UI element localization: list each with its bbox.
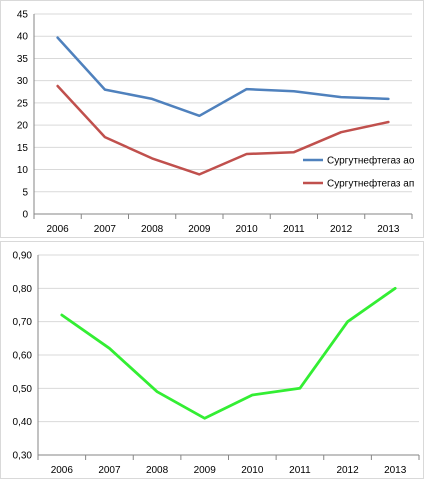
- bottom-x-tick-label: 2010: [241, 465, 264, 476]
- bottom-y-tick-label: 0,60: [13, 351, 33, 362]
- bottom-y-tick-label: 0,50: [13, 384, 33, 395]
- top-x-tick-label: 2009: [188, 224, 211, 235]
- bottom-x-tick-label: 2013: [384, 465, 407, 476]
- top-x-tick-label: 2007: [94, 224, 117, 235]
- bottom-y-tick-label: 0,70: [13, 317, 33, 328]
- top-x-tick-label: 2010: [236, 224, 259, 235]
- bottom-y-tick-label: 0,90: [13, 251, 33, 262]
- top-y-tick-label: 45: [17, 10, 29, 21]
- top-y-tick-label: 0: [22, 210, 28, 221]
- top-series-line-1: [56, 36, 390, 118]
- bottom-y-tick-label: 0,40: [13, 417, 33, 428]
- bottom-x-tick-label: 2012: [336, 465, 359, 476]
- top-legend-label-1: Сургутнефтегаз ао: [327, 155, 415, 167]
- top-legend-label-2: Сургутнефтегаз ап: [327, 178, 414, 190]
- top-x-tick-label: 2008: [141, 224, 164, 235]
- bottom-y-tick-label: 0,30: [13, 451, 33, 462]
- bottom-x-tick-label: 2006: [51, 465, 74, 476]
- bottom-line-chart: 0,30 0,40 0,50 0,60 0,70 0,80 0,90 2006 2007 2008…: [0, 241, 424, 479]
- bottom-x-tick-label: 2008: [146, 465, 169, 476]
- top-y-tick-label: 25: [17, 98, 29, 109]
- top-y-tick-label: 30: [17, 76, 29, 87]
- bottom-chart-svg: 0,30 0,40 0,50 0,60 0,70 0,80 0,90 2006 2007 2008…: [13, 251, 420, 476]
- top-chart-svg: 0 5 10 15 20 25 30 35 40 45 2006 2007 2008 2009 2010 20…: [17, 10, 415, 236]
- bottom-x-tick-label: 2011: [289, 465, 311, 476]
- top-x-tick-label: 2011: [283, 224, 305, 235]
- top-y-tick-label: 40: [17, 32, 29, 43]
- top-series-line-2: [56, 84, 390, 176]
- bottom-x-tick-label: 2009: [194, 465, 217, 476]
- top-y-tick-label: 15: [17, 143, 29, 154]
- top-x-tick-label: 2012: [330, 224, 353, 235]
- top-y-tick-label: 20: [17, 121, 29, 132]
- bottom-series-line-1: [60, 286, 397, 420]
- top-line-chart: 0 5 10 15 20 25 30 35 40 45 2006 2007 2008 2009 2010 20…: [0, 0, 424, 238]
- top-x-tick-label: 2013: [377, 224, 400, 235]
- top-y-tick-label: 10: [17, 165, 29, 176]
- top-x-tick-label: 2006: [47, 224, 70, 235]
- bottom-x-tick-label: 2007: [98, 465, 121, 476]
- bottom-y-tick-label: 0,80: [13, 284, 33, 295]
- top-y-tick-label: 35: [17, 54, 29, 65]
- top-y-tick-label: 5: [22, 187, 28, 198]
